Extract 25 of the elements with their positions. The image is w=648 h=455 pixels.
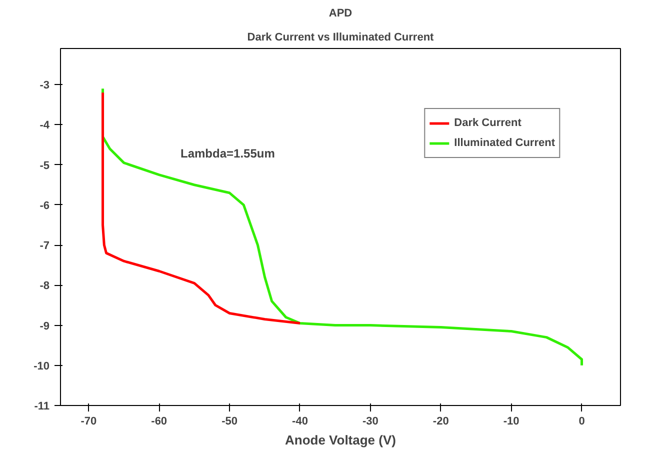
y-tick-label: -11	[34, 400, 50, 412]
x-axis-title: Anode Voltage (V)	[285, 432, 396, 448]
line-series	[102, 87, 584, 367]
annotation: Lambda=1.55um	[180, 146, 275, 160]
legend-label: Dark Current	[454, 117, 522, 129]
x-tick-label: -50	[222, 416, 238, 428]
chart-subtitle: Dark Current vs Illuminated Current	[247, 32, 434, 44]
line-series	[102, 91, 302, 325]
y-tick-label: -6	[40, 200, 50, 212]
x-tick-label: -60	[151, 416, 168, 428]
x-tick-label: 0	[578, 416, 585, 428]
x-tick-label: -70	[80, 416, 97, 428]
y-tick-label: -7	[40, 240, 50, 252]
x-tick-label: -10	[503, 416, 520, 428]
y-tick-label: -10	[34, 360, 50, 372]
legend-label: Illuminated Current	[454, 137, 555, 149]
y-tick-label: -9	[40, 320, 50, 332]
chart-title: APD	[328, 8, 352, 20]
y-tick-label: -4	[40, 120, 50, 132]
y-tick-label: -8	[40, 280, 50, 292]
y-tick-label: -5	[40, 160, 50, 172]
x-tick-label: -40	[292, 416, 308, 428]
x-tick-label: -30	[362, 416, 378, 428]
x-tick-label: -20	[432, 416, 449, 428]
y-tick-label: -3	[40, 80, 50, 92]
